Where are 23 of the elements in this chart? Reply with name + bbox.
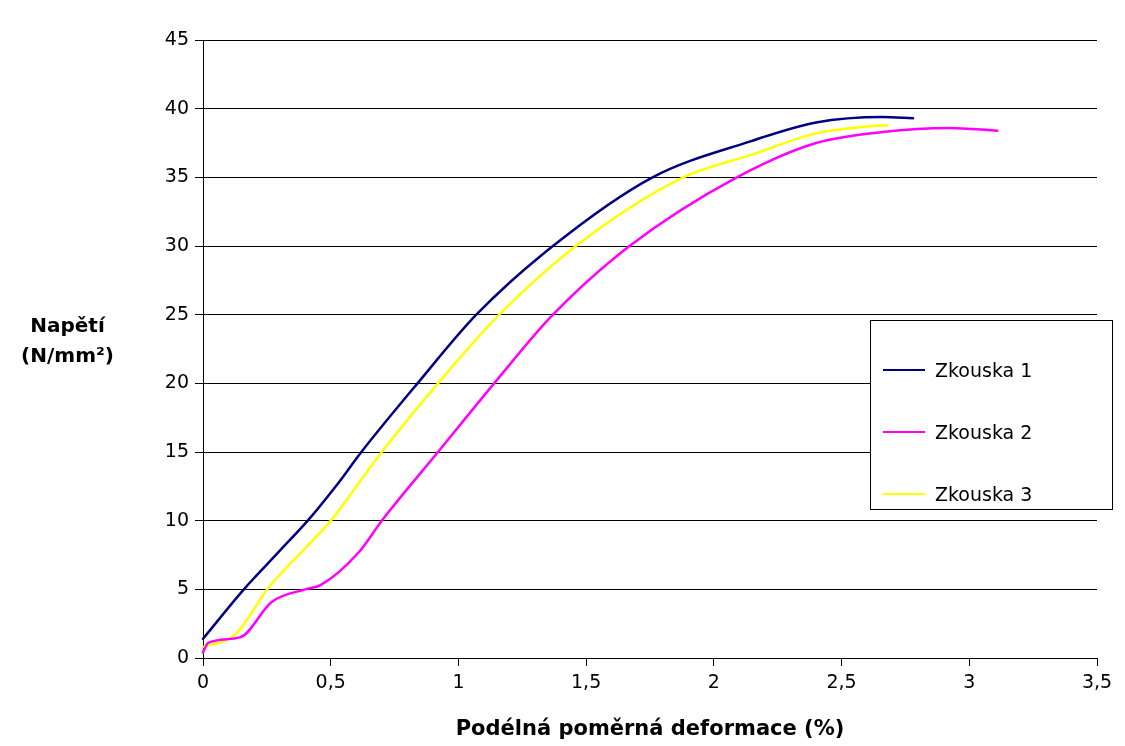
y-tick-label: 25 <box>164 301 189 324</box>
x-tick-label: 2,5 <box>826 670 857 693</box>
y-tick-label: 5 <box>176 576 189 599</box>
y-tick-label: 20 <box>164 370 189 393</box>
y-tick-label: 40 <box>164 95 189 118</box>
y-tick-label: 30 <box>164 232 189 255</box>
y-tick-label: 35 <box>164 164 189 187</box>
x-tick-label: 3 <box>963 670 976 693</box>
x-tick-label: 0,5 <box>315 670 346 693</box>
x-tick-label: 3,5 <box>1081 670 1113 693</box>
y-tick-label: 0 <box>176 644 189 667</box>
x-tick-label: 2 <box>707 670 720 693</box>
y-axis-title: Napětí (N/mm²) <box>20 312 115 369</box>
x-tick-label: 1,5 <box>571 670 602 693</box>
x-tick-label: 1 <box>452 670 465 693</box>
y-tick-label: 45 <box>164 26 189 49</box>
legend-label: Zkouska 1 <box>935 359 1033 381</box>
legend-label: Zkouska 3 <box>935 483 1033 505</box>
y-tick-label: 10 <box>164 507 189 530</box>
legend-label: Zkouska 2 <box>935 421 1033 443</box>
y-tick-label: 15 <box>164 438 189 461</box>
x-tick-label: 0 <box>196 670 210 693</box>
x-axis-title: Podélná poměrná deformace (%) <box>455 715 845 740</box>
